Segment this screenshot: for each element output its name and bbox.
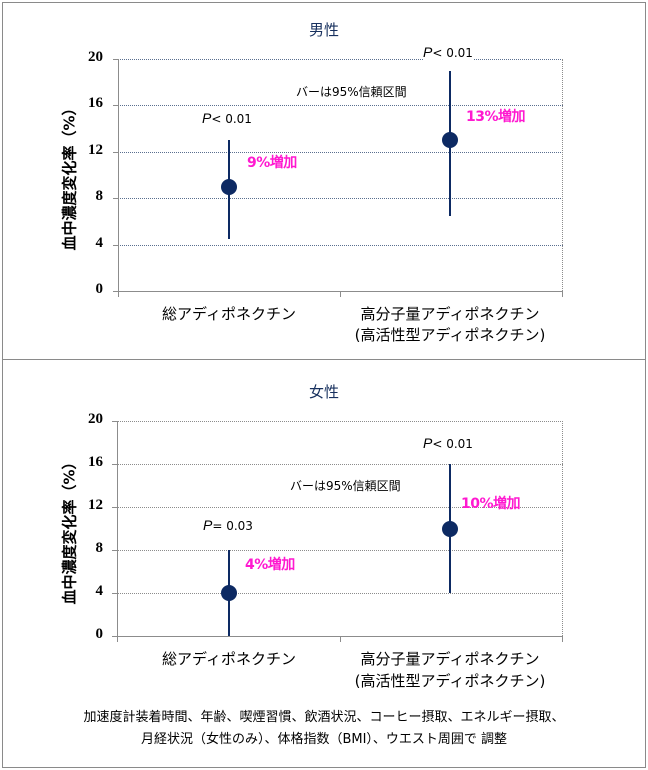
y-tickmark (113, 245, 119, 246)
gridline (117, 507, 563, 508)
y-tickmark (113, 291, 119, 292)
p-value-hmw: P< 0.01 (423, 44, 473, 60)
x-tickmark (117, 636, 118, 642)
gridline (118, 105, 563, 106)
y-tickmark (113, 59, 119, 60)
y-tickmark (112, 593, 118, 594)
x-tickmark (340, 291, 341, 297)
y-axis (117, 421, 118, 637)
x-category-hmw: 高分子量アディポネクチン (360, 650, 540, 668)
increase-label-hmw: 13%増加 (466, 109, 526, 125)
y-tick-4: 4 (95, 583, 104, 599)
y-tickmark (113, 198, 119, 199)
x-tickmark (118, 291, 119, 297)
y-tick-8: 8 (95, 188, 104, 204)
point-marker-total (221, 585, 237, 601)
y-tick-0: 0 (95, 281, 104, 297)
increase-label-hmw: 10%増加 (461, 496, 521, 512)
chart-title-male: 男性 (308, 21, 339, 39)
p-value-total: P< 0.01 (202, 110, 252, 126)
x-category-total: 総アディポネクチン (162, 650, 296, 668)
adjustment-note-line1: 加速度計装着時間、年齢、喫煙習慣、飲酒状況、コーヒー摂取、エネルギー摂取、 (83, 710, 565, 725)
y-tickmark (112, 550, 118, 551)
y-tick-8: 8 (95, 540, 104, 556)
panel-divider (2, 359, 646, 360)
x-tickmark (340, 636, 341, 642)
y-tick-20: 20 (88, 411, 103, 427)
point-marker-hmw (442, 132, 458, 148)
y-tickmark (112, 507, 118, 508)
y-tick-4: 4 (95, 235, 104, 251)
gridline (118, 152, 563, 153)
y-tickmark (112, 636, 118, 637)
gridline (117, 421, 563, 422)
y-tickmark (113, 152, 119, 153)
y-tickmark (113, 105, 119, 106)
y-tick-20: 20 (88, 49, 103, 65)
increase-label-total: 4%増加 (245, 557, 295, 573)
plot-border-right (562, 421, 563, 636)
x-category-total: 総アディポネクチン (162, 305, 296, 323)
y-tick-16: 16 (88, 95, 103, 111)
increase-label-total: 9%増加 (247, 155, 297, 171)
y-tick-16: 16 (88, 454, 103, 470)
point-marker-total (221, 179, 237, 195)
x-tickmark (562, 636, 563, 642)
y-axis (118, 59, 119, 292)
y-tickmark (112, 421, 118, 422)
gridline (117, 593, 563, 594)
ci-note: バーは95%信頼区間 (296, 85, 407, 99)
x-category-hmw-sub: (高活性型アディポネクチン) (354, 326, 546, 344)
gridline (117, 550, 563, 551)
x-category-hmw: 高分子量アディポネクチン (360, 305, 540, 323)
ci-note: バーは95%信頼区間 (290, 479, 401, 493)
x-category-hmw-sub: (高活性型アディポネクチン) (354, 672, 546, 690)
y-tick-12: 12 (88, 497, 103, 513)
point-marker-hmw (442, 521, 458, 537)
chart-title-female: 女性 (308, 383, 339, 401)
gridline (117, 464, 563, 465)
adjustment-note-line2: 月経状況（女性のみ）、体格指数（BMI）、ウエスト周囲で 調整 (140, 732, 508, 747)
y-tickmark (112, 464, 118, 465)
gridline (118, 245, 563, 246)
p-value-total: P= 0.03 (203, 517, 253, 533)
plot-border-right (562, 59, 563, 291)
y-tick-0: 0 (95, 626, 104, 642)
y-tick-12: 12 (88, 142, 103, 158)
gridline (118, 59, 563, 60)
x-tickmark (562, 291, 563, 297)
p-value-hmw: P< 0.01 (423, 435, 473, 451)
gridline (118, 198, 563, 199)
